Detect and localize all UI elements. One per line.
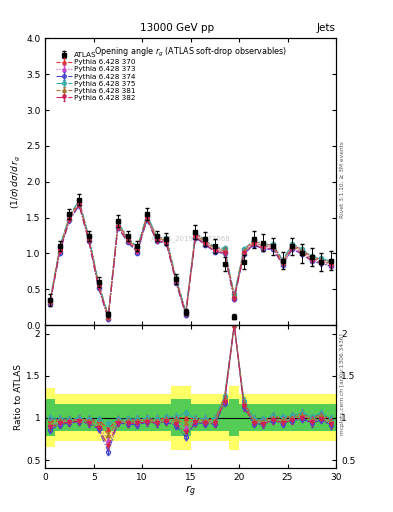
- Bar: [103, 394, 113, 441]
- Bar: [220, 404, 230, 432]
- Bar: [230, 386, 239, 450]
- Bar: [268, 394, 278, 441]
- Bar: [132, 404, 142, 432]
- Bar: [191, 394, 200, 441]
- Y-axis label: Ratio to ATLAS: Ratio to ATLAS: [14, 364, 23, 430]
- Bar: [307, 404, 317, 432]
- Bar: [278, 394, 288, 441]
- Bar: [84, 404, 94, 432]
- Text: mcplots.cern.ch [arXiv:1306.3436]: mcplots.cern.ch [arXiv:1306.3436]: [340, 333, 345, 435]
- Bar: [84, 394, 94, 441]
- Bar: [307, 394, 317, 441]
- Bar: [210, 394, 220, 441]
- Bar: [288, 394, 297, 441]
- Bar: [123, 394, 132, 441]
- Bar: [268, 404, 278, 432]
- Bar: [317, 394, 326, 441]
- Bar: [45, 399, 55, 436]
- Bar: [142, 394, 152, 441]
- Bar: [171, 399, 181, 436]
- Text: ATLAS_2019_I1772068: ATLAS_2019_I1772068: [151, 236, 231, 243]
- Bar: [239, 404, 249, 432]
- Bar: [152, 404, 162, 432]
- Legend: ATLAS, Pythia 6.428 370, Pythia 6.428 373, Pythia 6.428 374, Pythia 6.428 375, P: ATLAS, Pythia 6.428 370, Pythia 6.428 37…: [55, 51, 137, 102]
- Bar: [94, 404, 103, 432]
- Bar: [326, 394, 336, 441]
- Bar: [142, 404, 152, 432]
- Bar: [297, 404, 307, 432]
- Bar: [152, 394, 162, 441]
- X-axis label: $r_g$: $r_g$: [185, 484, 196, 499]
- Bar: [259, 394, 268, 441]
- Bar: [249, 404, 259, 432]
- Bar: [278, 404, 288, 432]
- Text: Rivet 3.1.10, ≥ 3M events: Rivet 3.1.10, ≥ 3M events: [340, 141, 345, 218]
- Bar: [113, 404, 123, 432]
- Bar: [55, 404, 64, 432]
- Text: Opening angle $r_g$ (ATLAS soft-drop observables): Opening angle $r_g$ (ATLAS soft-drop obs…: [94, 46, 287, 59]
- Bar: [64, 404, 74, 432]
- Bar: [94, 394, 103, 441]
- Bar: [297, 394, 307, 441]
- Text: 13000 GeV pp: 13000 GeV pp: [140, 23, 214, 33]
- Bar: [55, 394, 64, 441]
- Bar: [132, 394, 142, 441]
- Bar: [210, 404, 220, 432]
- Bar: [288, 404, 297, 432]
- Bar: [230, 399, 239, 436]
- Text: Jets: Jets: [317, 23, 336, 33]
- Bar: [45, 389, 55, 447]
- Bar: [326, 404, 336, 432]
- Bar: [181, 399, 191, 436]
- Bar: [249, 394, 259, 441]
- Bar: [220, 394, 230, 441]
- Bar: [162, 394, 171, 441]
- Bar: [191, 404, 200, 432]
- Bar: [103, 404, 113, 432]
- Bar: [200, 394, 210, 441]
- Bar: [171, 386, 181, 450]
- Bar: [64, 394, 74, 441]
- Y-axis label: $(1/\sigma)\,d\sigma/d\,r_g$: $(1/\sigma)\,d\sigma/d\,r_g$: [10, 155, 23, 209]
- Bar: [74, 394, 84, 441]
- Bar: [239, 394, 249, 441]
- Bar: [317, 404, 326, 432]
- Bar: [181, 386, 191, 450]
- Bar: [113, 394, 123, 441]
- Bar: [200, 404, 210, 432]
- Bar: [123, 404, 132, 432]
- Bar: [74, 404, 84, 432]
- Bar: [162, 404, 171, 432]
- Bar: [259, 404, 268, 432]
